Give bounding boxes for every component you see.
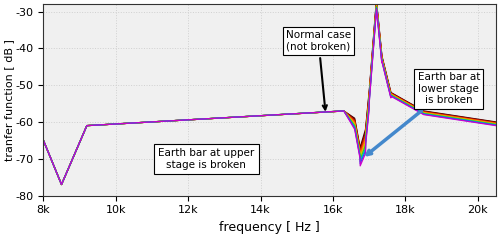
Text: Earth bar at
lower stage
is broken: Earth bar at lower stage is broken — [367, 72, 480, 154]
Text: Normal case
(not broken): Normal case (not broken) — [286, 30, 351, 109]
Y-axis label: tranfer function [ dB ]: tranfer function [ dB ] — [4, 39, 14, 161]
Text: Earth bar at upper
stage is broken: Earth bar at upper stage is broken — [158, 148, 254, 169]
X-axis label: frequency [ Hz ]: frequency [ Hz ] — [219, 221, 320, 234]
